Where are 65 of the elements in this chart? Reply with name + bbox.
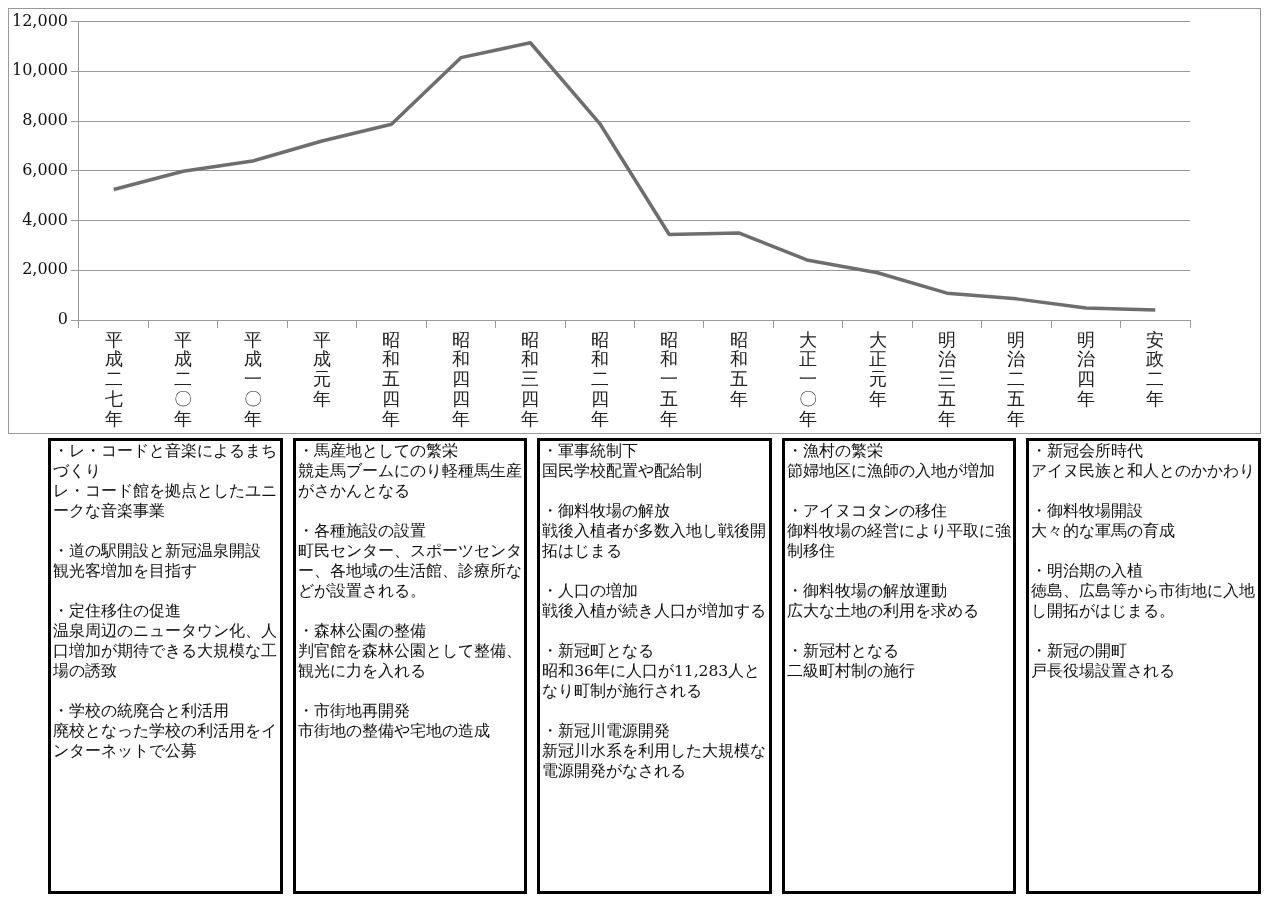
y-tick-label: 2,000	[22, 259, 68, 279]
text: ・アイヌコタンの移住	[786, 501, 948, 521]
text: 市街地の整備や宅地の造成	[297, 721, 491, 741]
x-tick-label: 平成元年	[313, 328, 332, 409]
text: 判官館を森林公園として整備、観光に力を入れる	[297, 641, 523, 681]
text: 二級町村制の施行	[786, 661, 916, 681]
x-tick-label: 昭和二四年	[590, 328, 609, 429]
x-tick-label: 大正元年	[868, 328, 887, 409]
text: ・市街地再開発	[297, 701, 411, 721]
x-tick-label: 平成二七年	[104, 328, 123, 429]
y-tick-label: 8,000	[22, 110, 68, 130]
y-tick-label: 0	[57, 309, 68, 329]
text: 戦後入植者が多数入地し戦後開拓はじまる	[542, 521, 767, 561]
text: 国民学校配置や配給制	[542, 461, 704, 481]
text: ・レ・コードと音楽によるまちづくり	[53, 441, 278, 481]
text: 徳島、広島等から市街地に入地し開拓がはじまる。	[1031, 581, 1256, 621]
text: レ・コード館を拠点としたユニークな音楽事業	[53, 481, 278, 521]
x-tick-label: 昭和一五年	[660, 328, 679, 429]
text: ・新冠会所時代	[1031, 441, 1145, 461]
text: ・新冠町となる	[542, 641, 656, 661]
text: ・人口の増加	[542, 581, 640, 601]
x-tick-label: 明治三五年	[937, 328, 956, 429]
text: 御料牧場の経営により平取に強制移住	[786, 521, 1012, 561]
text: ・明治期の入植	[1031, 561, 1145, 581]
text: 大々的な軍馬の育成	[1031, 521, 1177, 541]
text: 戸長役場設置される	[1031, 661, 1177, 681]
text: 広大な土地の利用を求める	[786, 601, 980, 621]
text: 競走馬ブームにのり軽種馬生産がさかんとなる	[297, 461, 523, 501]
text: ・新冠川電源開発	[542, 721, 672, 741]
text: ・御料牧場開設	[1031, 501, 1145, 521]
text: ・定住移住の促進	[53, 601, 182, 621]
text: 観光客増加を目指す	[53, 561, 198, 581]
text: 温泉周辺のニュータウン化、人口増加が期待できる大規模な工場の誘致	[53, 621, 278, 681]
x-tick-label: 昭和三四年	[521, 328, 540, 429]
text: ・新冠村となる	[786, 641, 900, 661]
x-tick-label: 昭和四四年	[451, 328, 470, 429]
y-tick-label: 12,000	[12, 10, 68, 30]
x-tick-label: 平成一〇年	[243, 328, 262, 429]
text: 町民センター、スポーツセンター、各地域の生活館、診療所などが設置される。	[297, 541, 523, 601]
y-tick-label: 6,000	[22, 159, 68, 179]
text: 昭和36年に人口が11,283人となり町制が施行される	[542, 661, 762, 701]
text: ・新冠の開町	[1031, 641, 1129, 661]
text: ・馬産地としての繁栄	[297, 441, 459, 461]
x-tick-label: 昭和五年	[729, 328, 748, 409]
text: ・学校の統廃合と利活用	[53, 701, 230, 721]
text: 節婦地区に漁師の入地が増加	[786, 461, 996, 481]
y-tick-label: 10,000	[12, 60, 68, 80]
text: 戦後入植が続き人口が増加する	[542, 601, 767, 621]
text: ・御料牧場の解放運動	[786, 581, 948, 601]
text: ・道の駅開設と新冠温泉開設	[53, 541, 262, 561]
x-tick-label: 明治四年	[1076, 328, 1095, 409]
y-tick-label: 4,000	[22, 209, 68, 229]
x-tick-label: 昭和五四年	[382, 328, 401, 429]
text: アイヌ民族と和人とのかかわり	[1031, 461, 1256, 481]
text: ・漁村の繁栄	[786, 441, 884, 461]
x-tick-label: 明治二五年	[1007, 328, 1026, 429]
text: 新冠川水系を利用した大規模な電源開発がなされる	[542, 741, 767, 781]
text: ・各種施設の設置	[297, 521, 427, 541]
x-tick-label: 平成二〇年	[174, 328, 193, 429]
x-tick-label: 大正一〇年	[799, 328, 818, 429]
text: ・軍事統制下	[542, 441, 640, 461]
text: ・森林公園の整備	[297, 621, 427, 641]
text: ・御料牧場の解放	[542, 501, 672, 521]
x-tick-label: 安政二年	[1146, 328, 1165, 409]
text: 廃校となった学校の利活用をインターネットで公募	[53, 721, 278, 761]
